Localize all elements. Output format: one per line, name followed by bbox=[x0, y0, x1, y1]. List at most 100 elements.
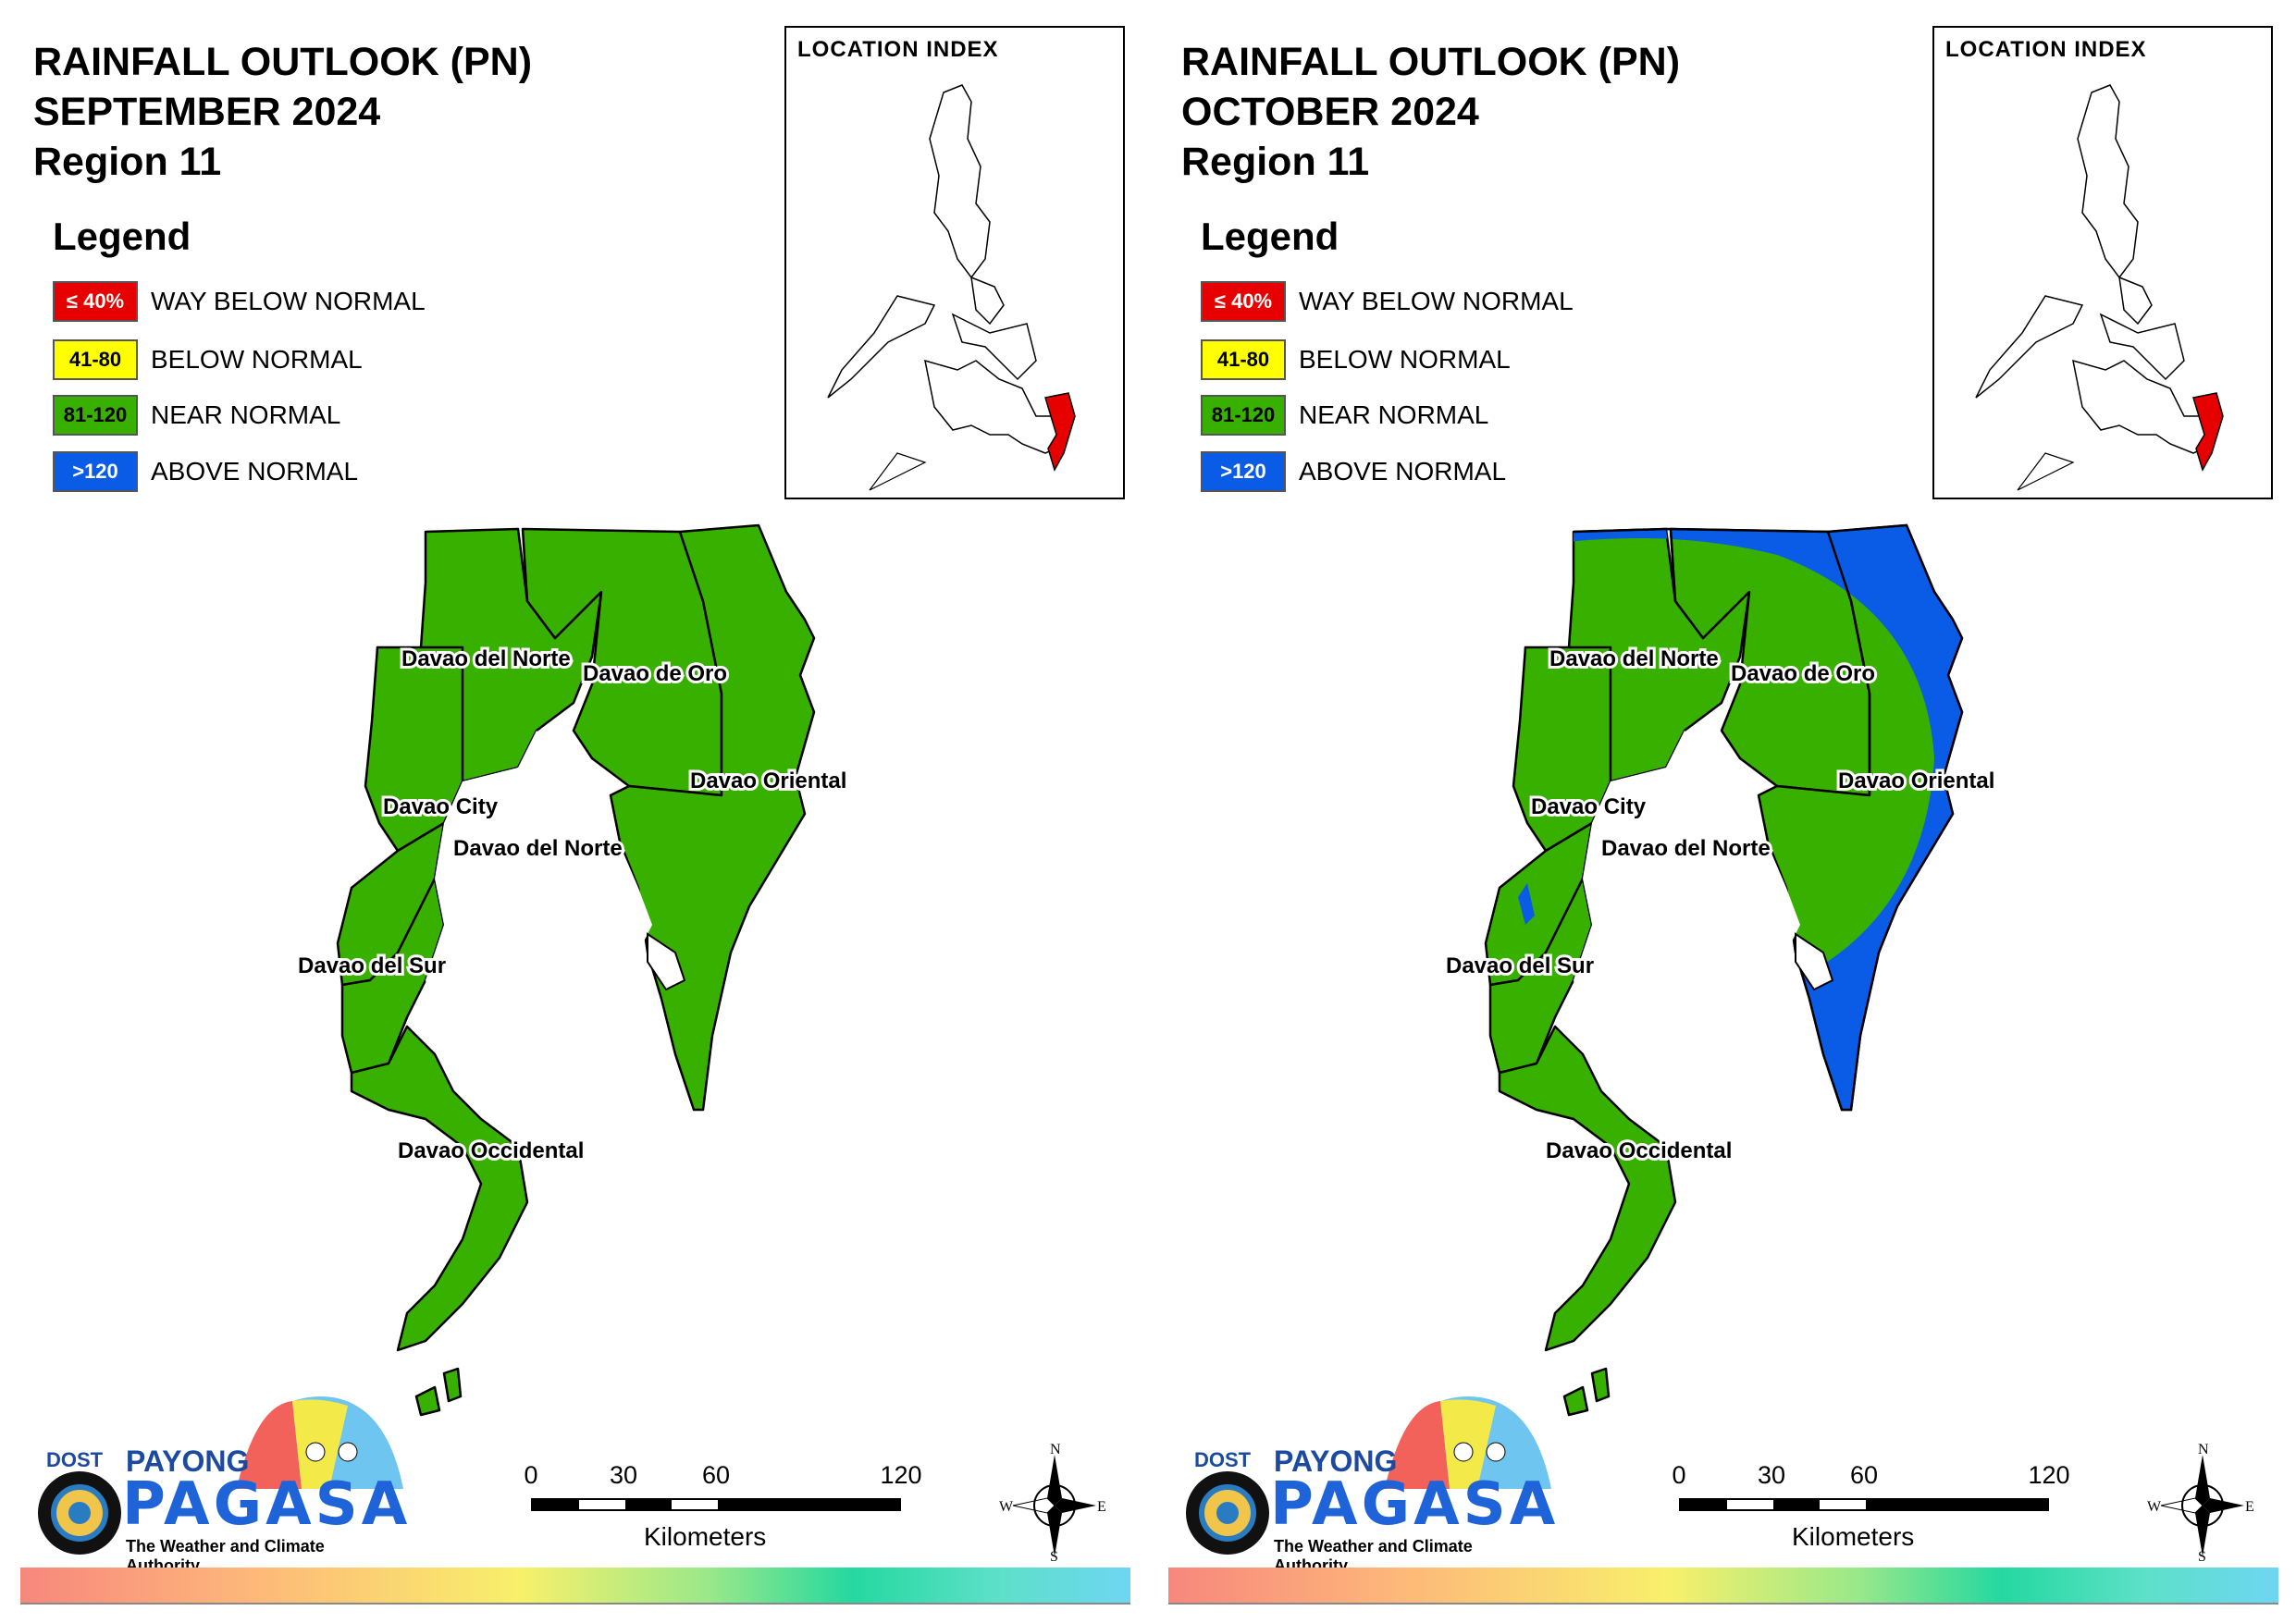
pujada-bay bbox=[647, 932, 686, 991]
logo-dost-text: DOST bbox=[46, 1448, 104, 1471]
label-davao-del-norte-2: Davao del Norte bbox=[1601, 836, 1771, 861]
label-davao-del-norte-2: Davao del Norte bbox=[453, 836, 623, 861]
island-sarangani bbox=[442, 1367, 463, 1403]
scale-tick: 0 bbox=[524, 1461, 538, 1489]
island-balut bbox=[1562, 1385, 1589, 1417]
legend-label: WAY BELOW NORMAL bbox=[1299, 287, 1574, 315]
location-index-box: LOCATION INDEX bbox=[784, 26, 1125, 499]
north-arrow: N S W E bbox=[999, 1441, 1110, 1565]
umbrella-icon bbox=[1385, 1396, 1551, 1489]
panel-october: RAINFALL OUTLOOK (PN) OCTOBER 2024 Regio… bbox=[1148, 0, 2296, 1623]
scale-tick: 120 bbox=[2028, 1461, 2070, 1489]
logo-pagasa-text: PAGASA bbox=[1270, 1470, 1560, 1539]
scale-tick: 30 bbox=[1757, 1461, 1786, 1489]
title-line-2: OCTOBER 2024 bbox=[1181, 90, 1479, 134]
legend-title: Legend bbox=[1201, 215, 1339, 258]
legend-swatch: 81-120 bbox=[53, 395, 138, 436]
legend-swatch: 81-120 bbox=[1201, 395, 1286, 436]
logo-payong-text: PAYONG bbox=[126, 1445, 250, 1478]
label-davao-del-sur: Davao del Sur bbox=[1446, 953, 1594, 978]
legend-label: WAY BELOW NORMAL bbox=[151, 287, 426, 315]
legend-swatch: 41-80 bbox=[53, 339, 138, 380]
divider bbox=[20, 1603, 1130, 1605]
scale-bar: 0 30 60 120 Kilometers bbox=[1672, 1461, 2079, 1563]
legend-label: NEAR NORMAL bbox=[151, 400, 341, 429]
title-line-3: Region 11 bbox=[1181, 140, 1370, 184]
logo-pagasa-text: PAGASA bbox=[122, 1470, 412, 1539]
location-index-box: LOCATION INDEX bbox=[1932, 26, 2273, 499]
legend-label: BELOW NORMAL bbox=[151, 345, 363, 374]
legend-item-above-normal: >120 ABOVE NORMAL bbox=[1201, 450, 1506, 493]
davao-gulf bbox=[1574, 731, 1800, 1017]
compass-n: N bbox=[1050, 1442, 1061, 1457]
label-davao-del-sur: Davao del Sur bbox=[298, 953, 446, 978]
color-band bbox=[20, 1568, 1130, 1603]
color-band bbox=[1168, 1568, 2278, 1603]
scale-unit: Kilometers bbox=[644, 1522, 767, 1551]
above-normal-area bbox=[1525, 525, 1962, 1110]
location-index-title: LOCATION INDEX bbox=[797, 37, 999, 62]
legend-swatch: >120 bbox=[1201, 451, 1286, 492]
scale-tick: 0 bbox=[1672, 1461, 1686, 1489]
compass-w: W bbox=[999, 1499, 1014, 1515]
map-title: RAINFALL OUTLOOK (PN) SEPTEMBER 2024 Reg… bbox=[33, 37, 532, 187]
legend-label: ABOVE NORMAL bbox=[1299, 457, 1507, 486]
compass-e: E bbox=[1097, 1499, 1106, 1515]
legend-swatch: 41-80 bbox=[1201, 339, 1286, 380]
scale-unit: Kilometers bbox=[1792, 1522, 1915, 1551]
label-davao-city: Davao City bbox=[1531, 794, 1647, 819]
title-line-1: RAINFALL OUTLOOK (PN) bbox=[1181, 40, 1681, 84]
pagasa-logo: DOST PAYONG PAGASA The Weather and Clima… bbox=[1181, 1387, 1555, 1575]
region-11-map: Davao del Norte Davao de Oro Davao Orien… bbox=[295, 523, 849, 1417]
davao-gulf bbox=[426, 731, 652, 1017]
compass-e: E bbox=[2245, 1499, 2254, 1515]
legend-item-below-normal: 41-80 BELOW NORMAL bbox=[53, 338, 363, 381]
logo-dost-text: DOST bbox=[1194, 1448, 1252, 1471]
legend-label: ABOVE NORMAL bbox=[151, 457, 359, 486]
pujada-bay bbox=[1795, 932, 1834, 991]
compass-s: S bbox=[2198, 1549, 2206, 1561]
above-normal-spot bbox=[1518, 883, 1535, 925]
dost-seal-icon bbox=[1186, 1471, 1269, 1555]
legend-label: BELOW NORMAL bbox=[1299, 345, 1511, 374]
legend-item-near-normal: 81-120 NEAR NORMAL bbox=[1201, 394, 1488, 436]
north-arrow: N S W E bbox=[2147, 1441, 2258, 1565]
compass-rose-icon: N S W E bbox=[999, 1442, 1106, 1565]
legend-item-above-normal: >120 ABOVE NORMAL bbox=[53, 450, 358, 493]
title-line-3: Region 11 bbox=[33, 140, 222, 184]
scale-tick: 30 bbox=[609, 1461, 638, 1489]
dost-seal-icon bbox=[38, 1471, 121, 1555]
province-davao-occidental bbox=[350, 1025, 529, 1352]
compass-n: N bbox=[2198, 1442, 2209, 1457]
legend-swatch: ≤ 40% bbox=[53, 281, 138, 322]
legend-swatch: ≤ 40% bbox=[1201, 281, 1286, 322]
legend-title: Legend bbox=[53, 215, 191, 258]
island-sarangani bbox=[1590, 1367, 1611, 1403]
label-davao-oriental: Davao Oriental bbox=[690, 768, 846, 793]
divider bbox=[1168, 1603, 2278, 1605]
label-davao-oriental: Davao Oriental bbox=[1838, 768, 1994, 793]
compass-w: W bbox=[2147, 1499, 2162, 1515]
province-davao-occidental bbox=[1498, 1025, 1677, 1352]
legend-item-below-normal: 41-80 BELOW NORMAL bbox=[1201, 338, 1511, 381]
legend-item-way-below-normal: ≤ 40% WAY BELOW NORMAL bbox=[53, 280, 426, 323]
title-line-1: RAINFALL OUTLOOK (PN) bbox=[33, 40, 533, 84]
philippines-index-map bbox=[827, 84, 1076, 491]
legend-item-way-below-normal: ≤ 40% WAY BELOW NORMAL bbox=[1201, 280, 1574, 323]
scale-bar-graphic bbox=[531, 1498, 901, 1511]
compass-rose-icon: N S W E bbox=[2147, 1442, 2254, 1565]
label-davao-del-norte: Davao del Norte bbox=[1549, 646, 1719, 671]
scale-bar: 0 30 60 120 Kilometers bbox=[524, 1461, 931, 1563]
scale-bar-graphic bbox=[1679, 1498, 2049, 1511]
legend-swatch: >120 bbox=[53, 451, 138, 492]
scale-tick: 120 bbox=[880, 1461, 922, 1489]
philippines-index-map bbox=[1975, 84, 2224, 491]
pagasa-logo: DOST PAYONG PAGASA The Weather and Clima… bbox=[33, 1387, 407, 1575]
panel-september: RAINFALL OUTLOOK (PN) SEPTEMBER 2024 Reg… bbox=[20, 26, 1130, 1605]
legend-item-near-normal: 81-120 NEAR NORMAL bbox=[53, 394, 340, 436]
label-davao-city: Davao City bbox=[383, 794, 499, 819]
region-11-map: Davao del Norte Davao de Oro Davao Orien… bbox=[1443, 523, 1997, 1417]
scale-tick: 60 bbox=[701, 1461, 731, 1489]
compass-s: S bbox=[1050, 1549, 1058, 1561]
map-title: RAINFALL OUTLOOK (PN) OCTOBER 2024 Regio… bbox=[1181, 37, 1680, 187]
